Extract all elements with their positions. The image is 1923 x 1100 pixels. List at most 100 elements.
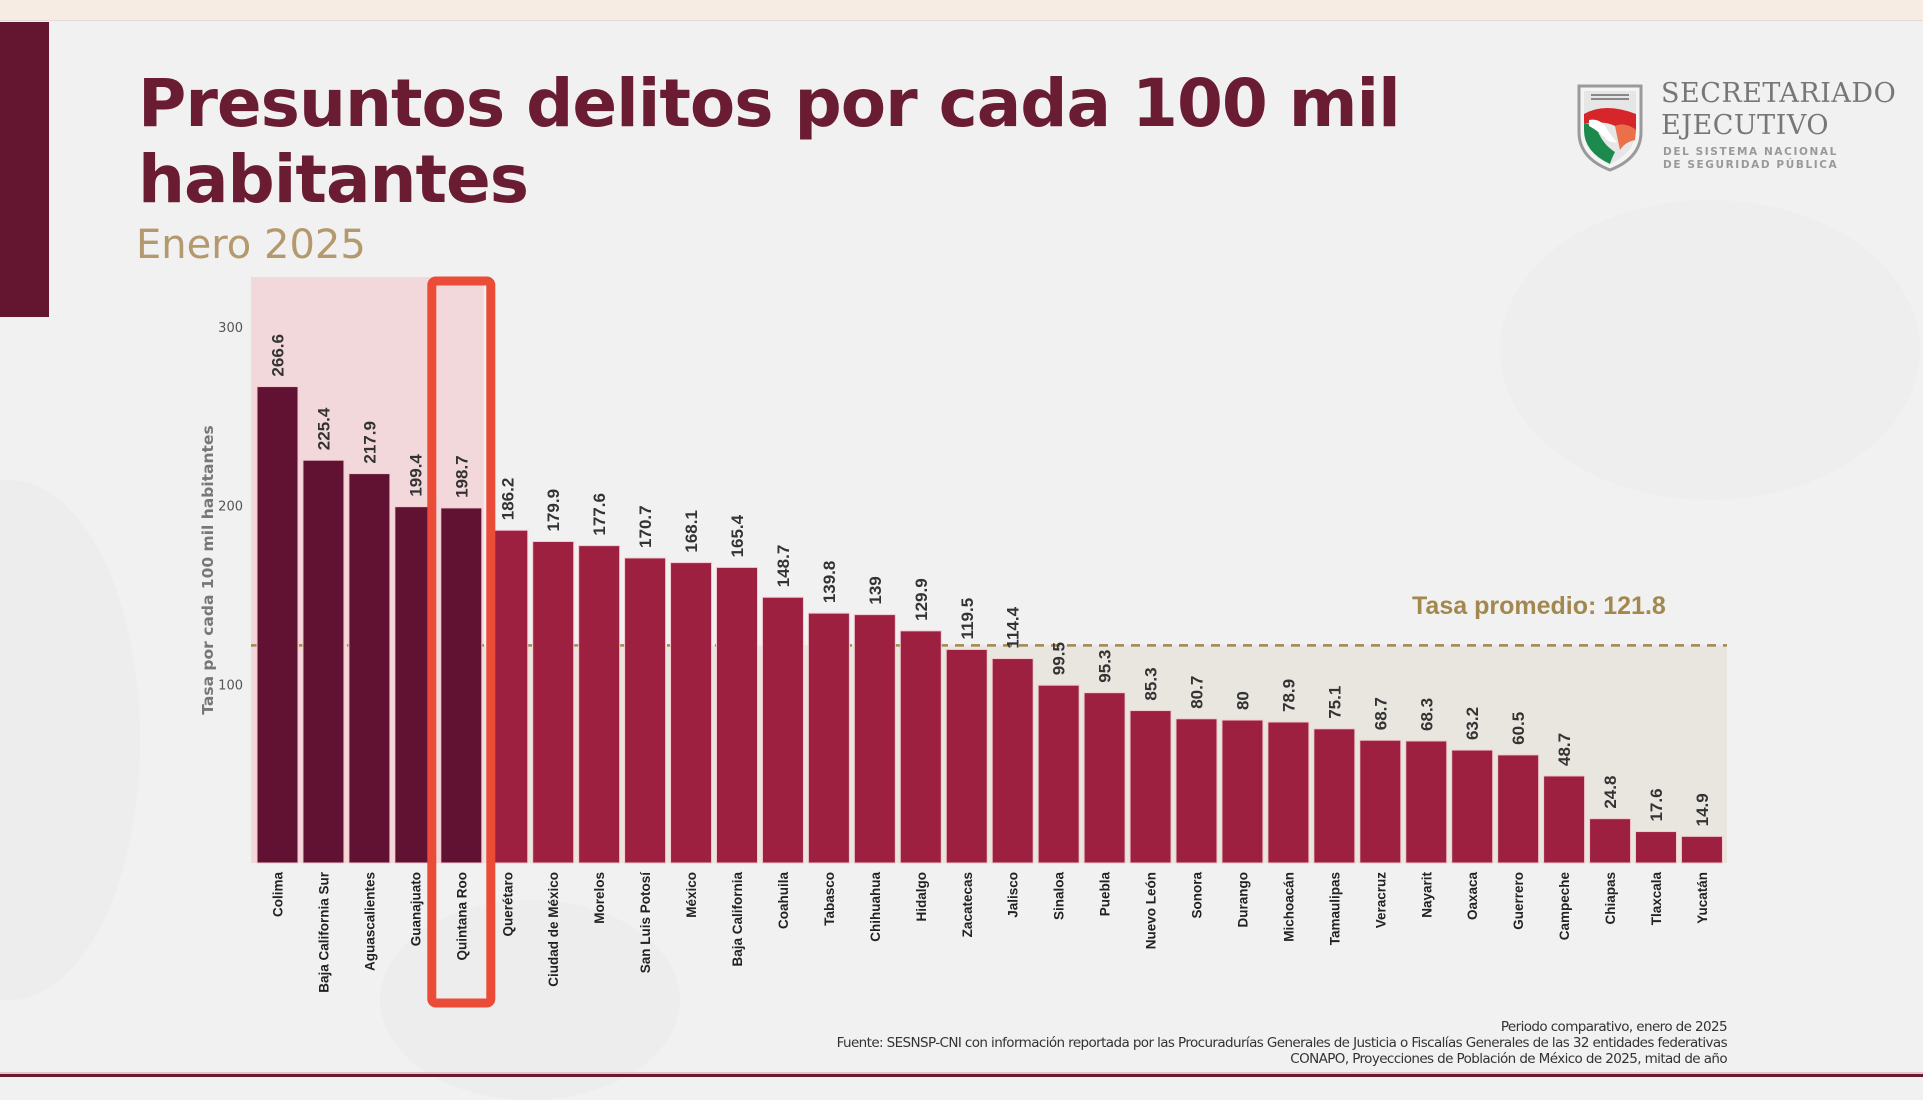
bar-puebla	[1083, 692, 1126, 864]
bar-tabasco	[807, 612, 850, 864]
bar-guerrero	[1497, 754, 1540, 864]
category-label: Guanajuato	[408, 872, 423, 946]
category-label: Hidalgo	[914, 872, 929, 922]
logo-text-secretariado: SECRETARIADO	[1661, 78, 1897, 109]
category-label: Nuevo León	[1144, 872, 1159, 949]
bar-baja-california	[716, 566, 758, 864]
y-axis-group: 100 200 300 Tasa por cada 100 mil habitante…	[199, 321, 243, 715]
category-label: Quintana Roo	[454, 872, 469, 961]
category-label: Zacatecas	[960, 872, 975, 937]
value-label: 68.3	[1417, 698, 1436, 731]
bars-group	[256, 386, 1723, 864]
value-label: 266.6	[269, 334, 288, 377]
footer-source-text: Fuente: SESNSP-CNI con información repor…	[836, 1035, 1728, 1051]
category-label: Baja California Sur	[316, 871, 331, 993]
bottom-band	[0, 1072, 1923, 1077]
category-label: Aguascalientes	[362, 872, 377, 971]
value-label: 24.8	[1601, 776, 1620, 809]
bar-oaxaca	[1451, 749, 1494, 864]
category-label: Morelos	[592, 872, 607, 924]
value-label: 129.9	[912, 578, 931, 621]
category-label: Tlaxcala	[1649, 872, 1664, 926]
bar-san-luis-potosí	[624, 557, 667, 864]
value-label: 80	[1233, 691, 1252, 710]
category-label: Yucatán	[1695, 872, 1710, 924]
sidebar-accent	[0, 22, 49, 317]
bar-tamaulipas	[1313, 728, 1356, 864]
bar-quintana-roo	[440, 507, 483, 864]
category-label: Querétaro	[500, 872, 515, 937]
bar-jalisco	[991, 658, 1034, 864]
value-label: 119.5	[958, 598, 977, 640]
bar-colima	[256, 386, 299, 864]
bar-chihuahua	[853, 614, 896, 864]
bar-durango	[1221, 719, 1264, 864]
value-label: 179.9	[544, 489, 563, 532]
page-title: Presuntos delitos por cada 100 mil habit…	[138, 65, 1401, 218]
page-subtitle: Enero 2025	[136, 222, 366, 268]
category-label: Chiapas	[1603, 872, 1618, 925]
category-label: Durango	[1235, 872, 1250, 928]
bar-ciudad-de-méxico	[532, 541, 575, 864]
category-label: Coahuila	[776, 872, 791, 929]
value-label: 165.4	[728, 514, 747, 557]
category-label: México	[684, 872, 699, 918]
logo-text-seguridad: DE SEGURIDAD PÚBLICA	[1663, 159, 1839, 171]
bar-veracruz	[1359, 739, 1402, 864]
value-label: 225.4	[314, 407, 333, 450]
y-tick-label: 200	[218, 500, 243, 515]
bar-sonora	[1175, 718, 1218, 864]
category-label: Baja California	[730, 872, 745, 967]
category-label: Sonora	[1190, 872, 1205, 919]
value-label: 198.7	[452, 455, 471, 498]
value-label: 114.4	[1004, 606, 1023, 648]
value-label: 68.7	[1371, 697, 1390, 730]
category-label: Michoacán	[1281, 872, 1296, 942]
bar-baja-california-sur	[302, 459, 345, 864]
logo-text-ejecutivo: EJECUTIVO	[1661, 110, 1829, 141]
bar-chart: 266.6 225.4 217.9 199.4 198.7 186.2 179.9 177.6…	[199, 276, 1727, 1008]
bar-méxico	[670, 562, 713, 864]
footer-period: Periodo comparativo, enero de 2025	[1500, 1019, 1728, 1035]
category-labels-group: Colima Baja California Sur Aguascalientes G…	[271, 871, 1710, 993]
logo-text-sistema: DEL SISTEMA NACIONAL	[1663, 146, 1838, 158]
value-label: 199.4	[406, 454, 425, 497]
category-label: Colima	[271, 872, 286, 918]
category-label: Chihuahua	[868, 872, 883, 942]
category-label: Nayarit	[1419, 872, 1434, 918]
value-label: 60.5	[1509, 712, 1528, 745]
footer-conapo: CONAPO, Proyecciones de Población de Méx…	[1290, 1051, 1727, 1067]
highlight-group	[427, 276, 496, 1008]
value-label: 17.6	[1647, 788, 1666, 821]
value-label: 78.9	[1279, 679, 1298, 712]
shield-mexico-map-icon	[1577, 84, 1643, 172]
bar-hidalgo	[899, 630, 942, 864]
value-label: 48.7	[1555, 733, 1574, 766]
category-label: Veracruz	[1373, 872, 1388, 929]
category-label: Tabasco	[822, 872, 837, 926]
bar-chiapas	[1589, 818, 1632, 864]
value-label: 99.5	[1050, 642, 1069, 675]
bar-morelos	[578, 545, 621, 864]
background-pattern	[1500, 200, 1920, 500]
value-label: 217.9	[360, 421, 379, 464]
highlight-box-quintana-roo	[427, 276, 496, 1008]
bar-coahuila	[761, 596, 804, 864]
y-tick-label: 100	[218, 678, 243, 693]
footer-source: Periodo comparativo, enero de 2025 Fuent…	[836, 1019, 1728, 1067]
value-label: 14.9	[1693, 793, 1712, 826]
bar-michoacán	[1267, 721, 1310, 864]
category-label: Oaxaca	[1465, 872, 1480, 921]
y-tick-label: 300	[218, 321, 243, 336]
value-label: 177.6	[590, 493, 609, 536]
category-label: Ciudad de México	[546, 872, 561, 987]
value-label: 168.1	[682, 510, 701, 553]
category-label: Tamaulipas	[1327, 872, 1342, 945]
category-label: Sinaloa	[1052, 872, 1067, 921]
category-label: San Luis Potosí	[638, 871, 653, 974]
bar-nuevo-león	[1129, 710, 1172, 864]
value-label: 75.1	[1325, 686, 1344, 719]
value-label: 63.2	[1463, 707, 1482, 740]
value-label: 80.7	[1188, 676, 1207, 709]
bar-campeche	[1543, 775, 1586, 864]
